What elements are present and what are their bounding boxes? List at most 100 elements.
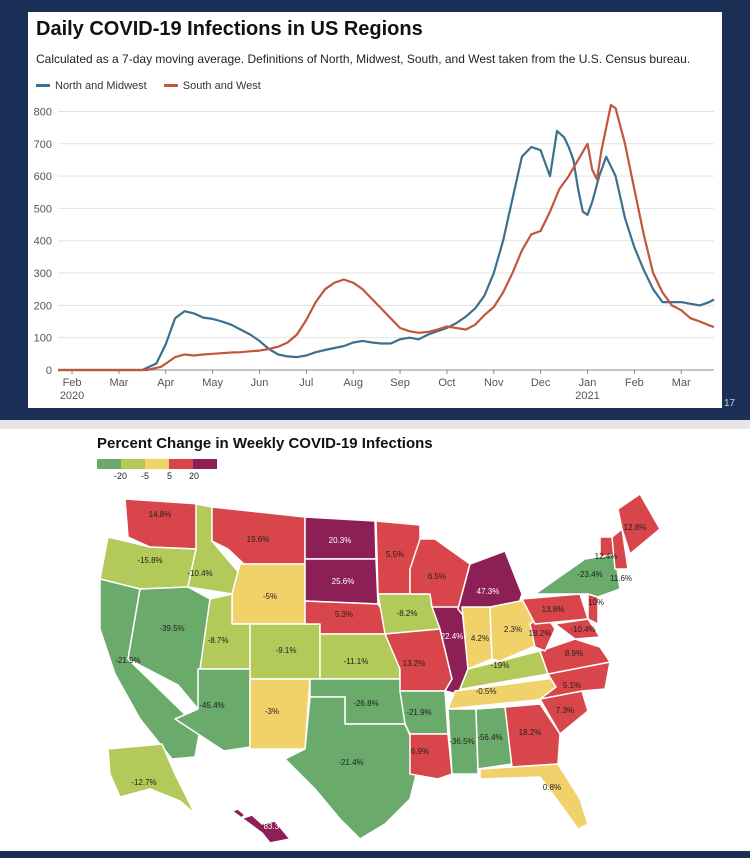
legend-swatch-south-west	[163, 84, 178, 87]
state-ny	[534, 553, 621, 598]
state-nh	[611, 528, 629, 570]
state-label-mo: 13.2%	[403, 659, 426, 668]
state-fl	[479, 763, 589, 830]
legend-tick: 20	[189, 471, 200, 481]
legend-bin-2	[145, 459, 169, 469]
state-label-wv: 18.2%	[529, 629, 552, 638]
x-tick-label: Feb	[63, 377, 82, 389]
state-label-id: -10.4%	[187, 569, 212, 578]
state-label-nm: -3%	[265, 707, 279, 716]
state-label-ut: -8.7%	[208, 636, 229, 645]
y-tick-label: 600	[34, 171, 52, 183]
state-label-nd: 20.3%	[329, 536, 352, 545]
legend-bin-1	[121, 459, 145, 469]
state-label-ny: -23.4%	[577, 570, 602, 579]
state-label-hi: 83.3%	[264, 822, 287, 831]
y-tick-label: 800	[34, 106, 52, 118]
state-label-ms: -36.5%	[449, 737, 474, 746]
state-label-nv: -39.5%	[159, 624, 184, 633]
chart-panel: Daily COVID-19 Infections in US Regions …	[0, 0, 750, 420]
x-tick-label: Aug	[343, 377, 363, 389]
state-la	[409, 733, 453, 780]
state-label-ca: -21.9%	[115, 656, 140, 665]
state-label-vt: 12.4%	[595, 552, 618, 561]
chart-legend: North and Midwest South and West	[36, 78, 275, 92]
state-label-me: 12.8%	[624, 523, 647, 532]
legend-bin-0	[97, 459, 121, 469]
y-tick-label: 300	[34, 268, 52, 280]
legend-bin-3	[169, 459, 193, 469]
state-hi	[231, 808, 291, 844]
state-az	[174, 668, 251, 752]
state-label-nj: 10%	[588, 598, 604, 607]
legend-item-north-midwest: North and Midwest	[36, 80, 147, 92]
state-label-nc: 5.1%	[563, 681, 581, 690]
legend-tick: -20	[114, 471, 128, 481]
state-label-sd: 25.6%	[332, 577, 355, 586]
legend-bin-4	[193, 459, 217, 469]
chart-subtitle: Calculated as a 7-day moving average. De…	[36, 52, 691, 66]
state-label-la: 6.9%	[411, 747, 429, 756]
legend-item-south-west: South and West	[163, 79, 261, 92]
series-line-1	[58, 103, 715, 372]
state-label-co: -9.1%	[276, 646, 297, 655]
bottom-bar	[0, 851, 750, 858]
series-line-0	[58, 129, 715, 372]
state-label-il: 22.4%	[441, 632, 464, 641]
legend-tick: -5	[141, 471, 150, 481]
state-label-va: 8.9%	[565, 649, 583, 658]
y-tick-label: 700	[34, 139, 52, 151]
state-ak	[107, 743, 196, 815]
state-label-md: -10.4%	[570, 625, 595, 634]
state-label-ia: -8.2%	[397, 609, 418, 618]
state-label-mt: 19.6%	[247, 535, 270, 544]
state-label-ak: -12.7%	[131, 778, 156, 787]
state-label-mn: 5.5%	[386, 550, 404, 559]
page-number: 17	[724, 398, 736, 409]
x-tick-label: Sep	[390, 377, 410, 389]
state-label-fl: 0.8%	[543, 783, 561, 792]
x-tick-label: May	[202, 377, 223, 389]
x-tick-label: Feb	[625, 377, 644, 389]
state-label-wi: 6.5%	[428, 572, 446, 581]
state-md	[554, 618, 601, 640]
legend-label-north-midwest: North and Midwest	[55, 79, 147, 92]
state-label-ky: -19%	[491, 661, 510, 670]
x-tick-label: Jul	[299, 377, 313, 389]
chart-title: Daily COVID-19 Infections in US Regions	[36, 18, 423, 40]
x-tick-label: Apr	[157, 377, 174, 389]
map-title: Percent Change in Weekly COVID-19 Infect…	[97, 435, 433, 452]
legend-swatch-north-midwest	[36, 84, 50, 87]
state-label-ar: -21.9%	[406, 708, 431, 717]
y-tick-label: 400	[34, 236, 52, 248]
y-tick-label: 500	[34, 203, 52, 215]
x-tick-sublabel: 2021	[575, 390, 599, 402]
state-label-ne: 5.3%	[335, 610, 353, 619]
us-map: 14.8% -15.8% -21.9% -39.5% -10.4% 19.6% -5% -8.…	[99, 493, 661, 844]
state-label-ga: 18.2%	[519, 728, 542, 737]
state-label-pa: 13.8%	[542, 605, 565, 614]
state-tx	[284, 696, 421, 840]
state-label-wa: 14.8%	[149, 510, 172, 519]
state-label-al: -56.4%	[477, 733, 502, 742]
x-tick-label: Nov	[484, 377, 504, 389]
state-label-ok: -26.8%	[353, 699, 378, 708]
chart-card: Daily COVID-19 Infections in US Regions …	[28, 12, 722, 408]
x-tick-label: Mar	[109, 377, 128, 389]
legend-label-south-west: South and West	[182, 79, 261, 92]
state-label-ks: -11.1%	[344, 657, 369, 666]
y-tick-label: 0	[46, 365, 52, 377]
legend-tick: 5	[167, 471, 173, 481]
state-label-nh: 11.6%	[610, 574, 632, 583]
state-label-oh: 2.3%	[504, 625, 522, 634]
state-ga	[504, 703, 561, 768]
state-label-or: -15.8%	[137, 556, 162, 565]
x-tick-sublabel: 2020	[60, 390, 84, 402]
state-label-tx: -21.4%	[338, 758, 363, 767]
state-label-tn: -0.5%	[476, 687, 497, 696]
y-tick-label: 100	[34, 333, 52, 345]
state-me	[617, 493, 661, 555]
state-va	[539, 638, 611, 675]
state-wa	[124, 498, 201, 550]
